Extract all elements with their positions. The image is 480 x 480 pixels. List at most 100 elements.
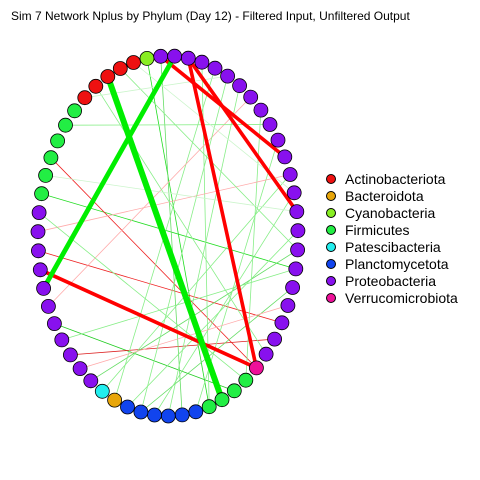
network-edge bbox=[140, 75, 229, 413]
network-node bbox=[290, 223, 306, 239]
network-node bbox=[34, 186, 49, 202]
network-node bbox=[188, 404, 204, 420]
legend-label: Bacteroidota bbox=[345, 187, 424, 204]
network-node bbox=[180, 50, 196, 66]
legend-label: Proteobacteria bbox=[345, 272, 437, 289]
network-edge bbox=[158, 54, 287, 159]
network-node bbox=[288, 261, 304, 277]
network-node bbox=[201, 399, 217, 415]
network-node bbox=[262, 117, 278, 132]
network-node bbox=[214, 392, 230, 408]
network-edge bbox=[45, 174, 298, 213]
network-node bbox=[280, 298, 296, 313]
network-edge bbox=[146, 58, 210, 408]
node-layer bbox=[30, 48, 306, 424]
legend-label: Patescibacteria bbox=[345, 238, 441, 255]
network-edge bbox=[160, 55, 183, 416]
legend-swatch bbox=[326, 207, 336, 218]
network-edge bbox=[154, 192, 295, 416]
legend-swatch bbox=[326, 241, 336, 252]
legend-label: Firmicutes bbox=[345, 221, 410, 238]
network-node bbox=[50, 133, 65, 149]
legend-label: Verrucomicrobiota bbox=[345, 289, 458, 306]
network-node bbox=[107, 392, 122, 408]
network-node bbox=[133, 404, 149, 420]
legend-item: Actinobacteriota bbox=[326, 170, 458, 187]
legend-swatch bbox=[326, 190, 336, 201]
network-node bbox=[67, 103, 82, 119]
network-node bbox=[267, 331, 283, 347]
legend: Actinobacteriota Bacteroidota Cyanobacteri… bbox=[326, 170, 458, 306]
network-node bbox=[274, 315, 290, 331]
legend-item: Bacteroidota bbox=[326, 187, 458, 204]
network-edge bbox=[54, 323, 235, 392]
network-node bbox=[83, 373, 99, 389]
network-node bbox=[207, 60, 223, 76]
network-node bbox=[285, 280, 301, 295]
legend-label: Planctomycetota bbox=[345, 255, 449, 272]
network-edge bbox=[61, 268, 297, 341]
network-edge bbox=[38, 212, 247, 381]
legend-item: Proteobacteria bbox=[326, 272, 458, 289]
network-edge bbox=[50, 157, 257, 369]
network-node bbox=[112, 61, 128, 76]
legend-item: Cyanobacteria bbox=[326, 204, 458, 221]
network-node bbox=[282, 167, 298, 182]
network-node bbox=[54, 332, 70, 348]
chart-title: Sim 7 Network Nplus by Phylum (Day 12) -… bbox=[11, 9, 410, 23]
network-edge bbox=[167, 85, 241, 417]
legend-swatch bbox=[326, 292, 336, 303]
network-node bbox=[41, 298, 56, 314]
edge-layer bbox=[37, 53, 299, 417]
network-node bbox=[120, 399, 135, 415]
network-node bbox=[126, 55, 141, 70]
network-node bbox=[248, 360, 264, 376]
legend-swatch bbox=[326, 224, 336, 235]
network-node bbox=[258, 346, 274, 362]
legend-swatch bbox=[326, 275, 336, 286]
network-edge bbox=[41, 53, 178, 291]
network-node bbox=[220, 68, 236, 84]
legend-swatch bbox=[326, 258, 336, 269]
network-node bbox=[194, 54, 210, 70]
network-node bbox=[38, 167, 53, 183]
legend-item: Verrucomicrobiota bbox=[326, 289, 458, 306]
network-node bbox=[43, 150, 59, 166]
network-node bbox=[290, 242, 306, 258]
network-node bbox=[77, 90, 93, 106]
network-edge bbox=[79, 305, 289, 370]
network-node bbox=[36, 280, 51, 296]
network-node bbox=[94, 383, 110, 399]
network-node bbox=[286, 185, 302, 201]
network-edge bbox=[127, 230, 299, 408]
network-node bbox=[63, 347, 78, 363]
network-node bbox=[30, 224, 46, 240]
network-node bbox=[289, 204, 305, 220]
legend-swatch bbox=[326, 173, 336, 184]
network-node bbox=[253, 102, 269, 118]
network-node bbox=[100, 69, 116, 84]
network-edge bbox=[41, 193, 297, 270]
network-node bbox=[174, 407, 190, 423]
network-node bbox=[47, 316, 62, 332]
network-node bbox=[238, 372, 254, 388]
network-node bbox=[270, 132, 286, 148]
network-node bbox=[72, 361, 88, 377]
network-node bbox=[32, 262, 48, 278]
network-node bbox=[139, 51, 155, 66]
network-edge bbox=[70, 338, 276, 356]
network-node bbox=[160, 408, 176, 424]
network-edge bbox=[95, 85, 267, 355]
network-edge bbox=[38, 250, 283, 324]
network-node bbox=[147, 407, 162, 423]
network-edge bbox=[65, 124, 271, 126]
legend-item: Planctomycetota bbox=[326, 255, 458, 272]
network-node bbox=[232, 78, 248, 94]
legend-label: Actinobacteriota bbox=[345, 170, 446, 187]
legend-label: Cyanobacteria bbox=[345, 204, 436, 221]
network-node bbox=[243, 89, 259, 105]
network-node bbox=[88, 78, 104, 94]
network-edge bbox=[38, 267, 259, 370]
network-edge bbox=[104, 73, 225, 403]
